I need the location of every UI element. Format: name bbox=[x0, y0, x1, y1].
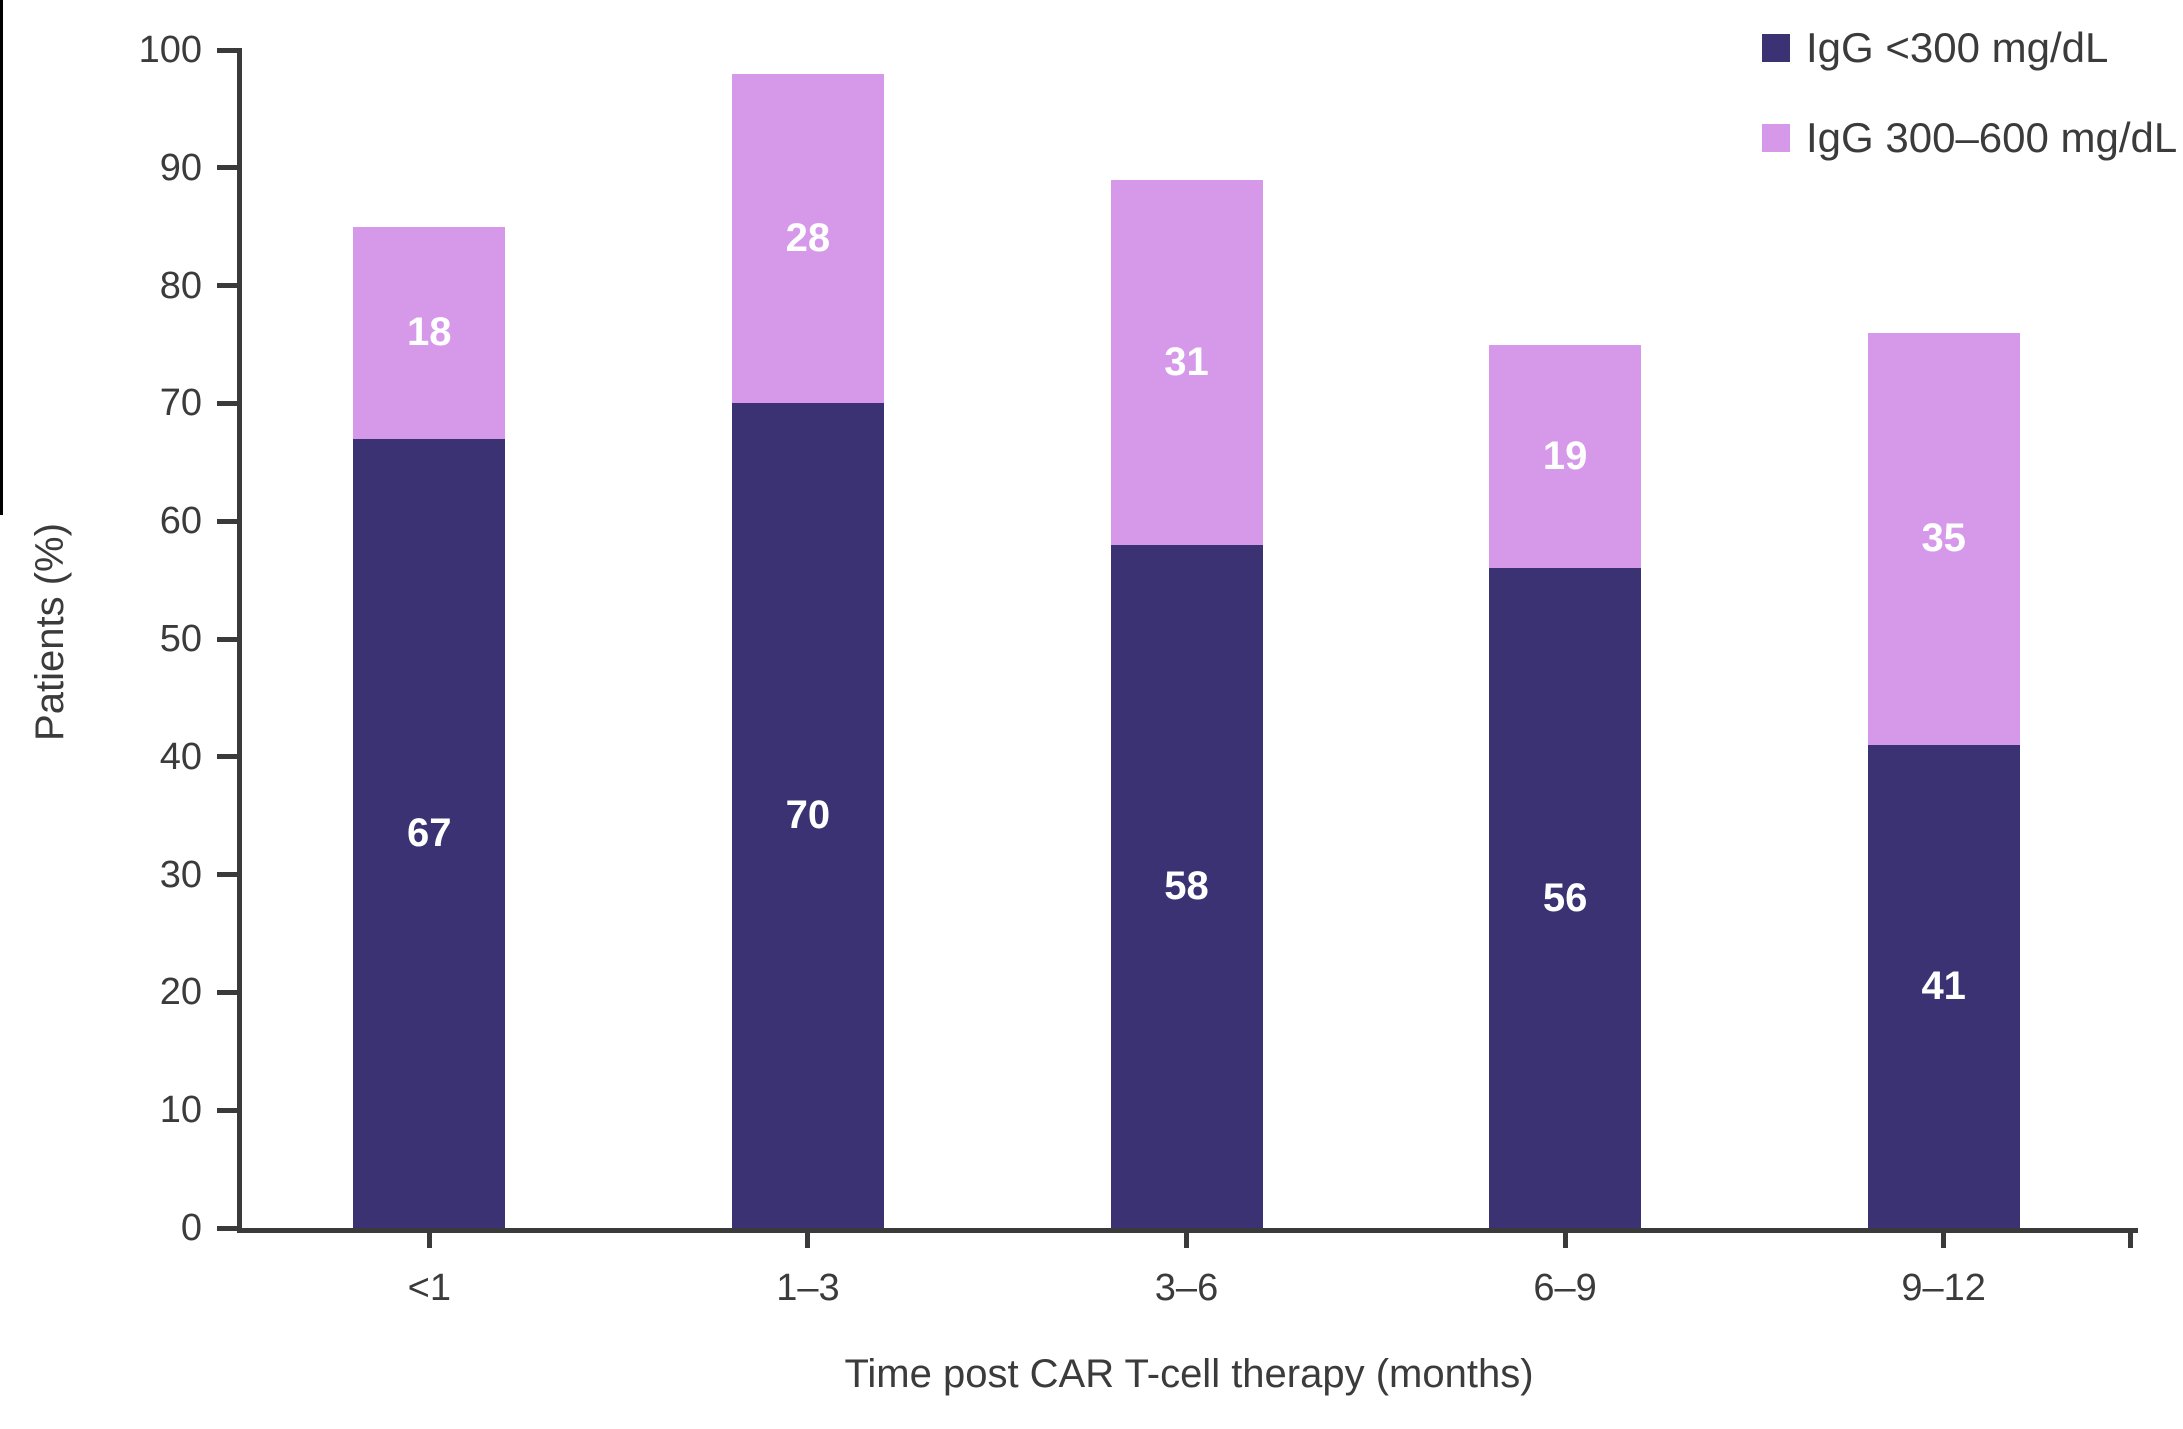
bar-value-label: 58 bbox=[1164, 863, 1209, 908]
bar-value-label: 70 bbox=[785, 793, 831, 838]
bar-segment-igg-lt300 bbox=[1110, 544, 1263, 1228]
bar-value-label: 18 bbox=[407, 310, 452, 355]
x-tick bbox=[805, 1233, 811, 1248]
bar-value-label: 19 bbox=[1542, 433, 1588, 478]
bar-segment-igg-lt300 bbox=[353, 438, 506, 1228]
x-tick-label: <1 bbox=[407, 1267, 451, 1309]
x-tick-label: 1–3 bbox=[776, 1267, 840, 1309]
y-tick bbox=[217, 283, 237, 289]
bar-segment-igg-300-600 bbox=[1110, 179, 1263, 545]
legend: IgG <300 mg/dL IgG 300–600 mg/dL bbox=[1762, 22, 2177, 202]
y-tick bbox=[217, 989, 237, 995]
x-tick-label: 6–9 bbox=[1533, 1267, 1597, 1309]
bar-value-label: 41 bbox=[1921, 964, 1966, 1008]
bar-segment-igg-300-600 bbox=[353, 226, 506, 439]
y-tick bbox=[217, 872, 237, 878]
bar-value-label: 56 bbox=[1542, 875, 1588, 920]
legend-label: IgG <300 mg/dL bbox=[1806, 24, 2109, 71]
y-tick-label: 100 bbox=[138, 29, 202, 71]
legend-item: IgG <300 mg/dL bbox=[1762, 22, 2177, 74]
y-tick-label: 50 bbox=[159, 618, 202, 660]
y-axis-line bbox=[237, 48, 242, 1233]
y-tick-label: 10 bbox=[159, 1089, 202, 1132]
x-tick-label: 3–6 bbox=[1154, 1267, 1219, 1309]
y-tick-label: 70 bbox=[159, 382, 202, 425]
bar-value-label: 35 bbox=[1921, 516, 1966, 561]
y-tick-label: 80 bbox=[159, 264, 202, 307]
y-tick-label: 90 bbox=[159, 146, 202, 189]
y-tick-label: 40 bbox=[159, 735, 202, 778]
bar-segment-igg-300-600 bbox=[1867, 332, 2020, 746]
screenshot-edge-artifact bbox=[0, 0, 3, 515]
legend-item: IgG 300–600 mg/dL bbox=[1762, 112, 2177, 164]
x-tick-label: 9–12 bbox=[1901, 1267, 1986, 1309]
x-tick bbox=[426, 1233, 432, 1248]
y-tick-label: 30 bbox=[159, 853, 202, 896]
x-axis-title: Time post CAR T-cell therapy (months) bbox=[844, 1352, 1534, 1396]
legend-label: IgG 300–600 mg/dL bbox=[1806, 114, 2178, 161]
y-tick bbox=[217, 636, 237, 642]
y-axis-title: Patients (%) bbox=[28, 523, 72, 741]
y-tick-label: 0 bbox=[180, 1207, 202, 1249]
legend-swatch bbox=[1762, 124, 1790, 152]
y-tick bbox=[217, 754, 237, 760]
y-tick-label: 60 bbox=[159, 500, 202, 543]
y-tick bbox=[217, 518, 237, 524]
bar-segment-igg-lt300 bbox=[1489, 568, 1642, 1228]
x-tick bbox=[1562, 1233, 1568, 1248]
y-tick bbox=[217, 1225, 237, 1231]
bar-value-label: 67 bbox=[407, 810, 452, 855]
y-tick bbox=[217, 165, 237, 171]
y-tick bbox=[217, 400, 237, 406]
bar-segment-igg-300-600 bbox=[731, 73, 884, 404]
legend-swatch bbox=[1762, 34, 1790, 62]
y-tick bbox=[217, 47, 237, 53]
y-tick-label: 20 bbox=[159, 971, 202, 1014]
y-tick bbox=[217, 1107, 237, 1113]
bar-value-label: 28 bbox=[785, 215, 831, 260]
bar-segment-igg-lt300 bbox=[1867, 745, 2020, 1228]
bar-value-label: 31 bbox=[1164, 339, 1209, 384]
x-axis-line bbox=[237, 1228, 2138, 1233]
x-tick bbox=[1941, 1233, 1947, 1248]
x-tick bbox=[1184, 1233, 1189, 1248]
bar-segment-igg-300-600 bbox=[1489, 344, 1642, 569]
x-axis-end-tick bbox=[2128, 1233, 2133, 1248]
bar-segment-igg-lt300 bbox=[731, 403, 884, 1228]
